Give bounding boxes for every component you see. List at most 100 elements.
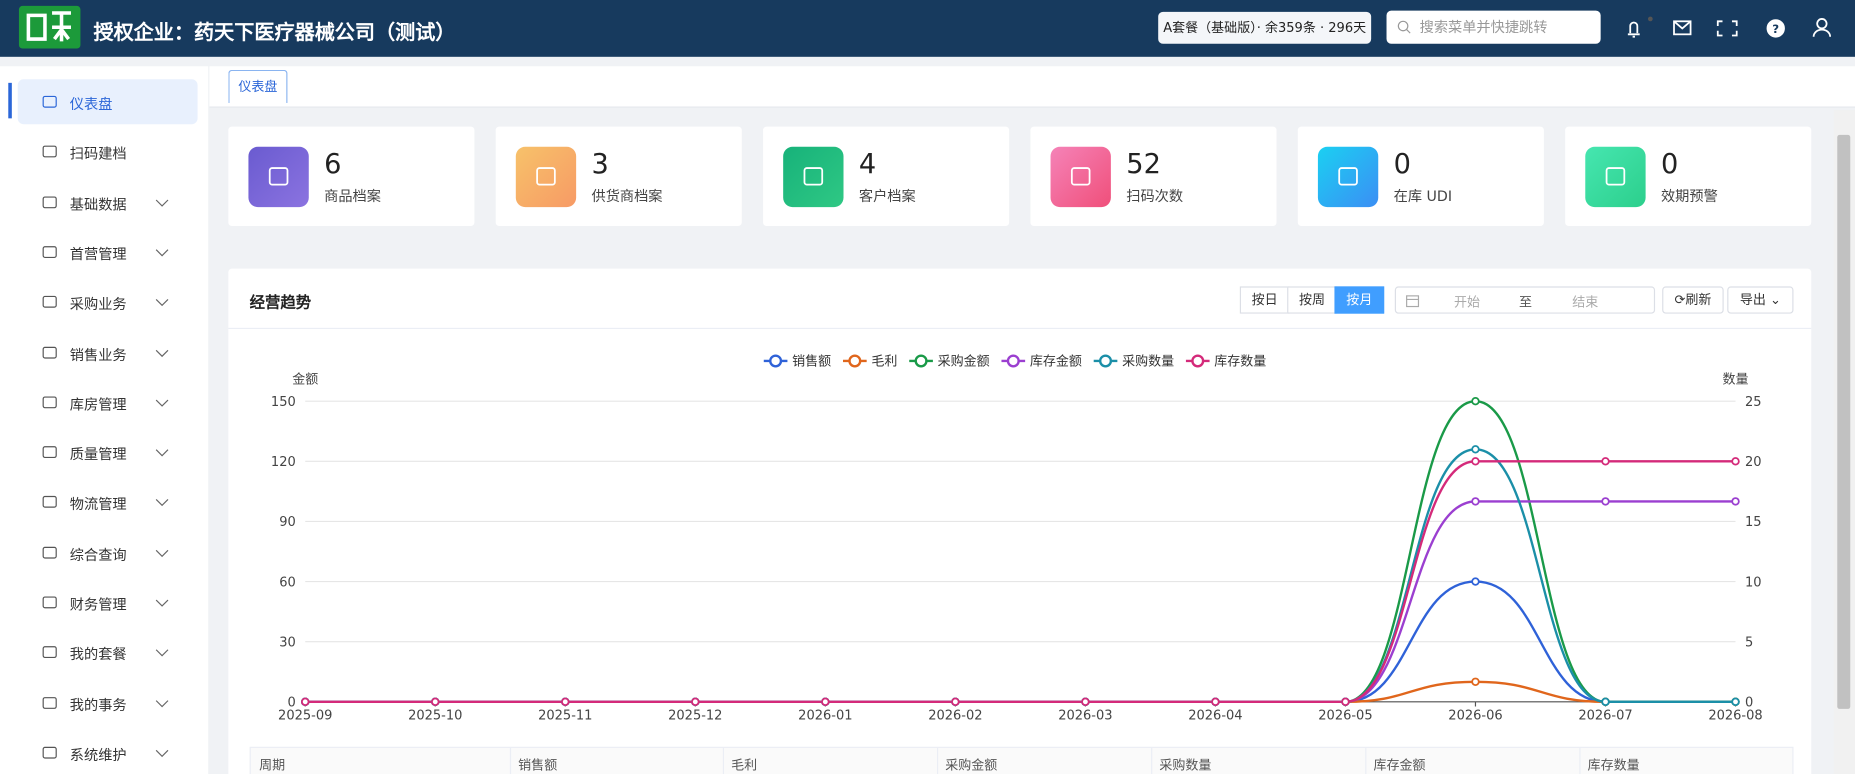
column-header: 销售额 — [518, 757, 558, 773]
menu-item[interactable]: 系统维护 — [18, 730, 198, 774]
glyph-shape — [1070, 167, 1091, 186]
bell-icon[interactable] — [1627, 21, 1640, 38]
menu-item[interactable]: 质量管理 — [18, 430, 198, 475]
stat-card[interactable]: 6 商品档案 — [228, 126, 475, 227]
menu-label: 仪表盘 — [69, 95, 113, 113]
logo[interactable] — [18, 5, 81, 49]
column-header: 采购数量 — [1159, 757, 1212, 773]
menu-item[interactable]: 首营管理 — [18, 229, 198, 274]
stat-card[interactable]: 4 客户档案 — [763, 126, 1010, 227]
menu-icon — [42, 496, 57, 509]
legend-marker — [1006, 354, 1020, 368]
data-point — [951, 697, 960, 707]
stat-label: 扫码次数 — [1126, 188, 1184, 205]
calendar-icon — [1406, 295, 1420, 308]
menu-icon — [42, 95, 57, 108]
stat-label: 商品档案 — [324, 188, 381, 205]
fullscreen-icon[interactable] — [1716, 20, 1738, 37]
menu-item[interactable]: 库房管理 — [18, 380, 198, 425]
menu-chevron — [155, 749, 169, 757]
x-tick-label: 2025-10 — [408, 709, 462, 724]
column-divider — [1365, 747, 1367, 774]
legend-label: 库存数量 — [1214, 354, 1266, 370]
menu-icon — [42, 145, 57, 158]
menu-item[interactable]: 我的套餐 — [18, 630, 198, 675]
menu-chevron — [155, 299, 169, 307]
stat-icon-glyph — [1605, 167, 1626, 186]
period-button[interactable]: 按月 — [1334, 286, 1385, 314]
tab-bar — [209, 66, 1855, 108]
menu-label: 我的套餐 — [69, 646, 127, 664]
data-point — [1601, 457, 1610, 466]
refresh-button[interactable]: ⟳刷新 — [1662, 286, 1724, 314]
search-box[interactable]: 搜索菜单并快捷跳转 — [1386, 10, 1601, 44]
chevron-shape — [155, 599, 169, 607]
menu-item[interactable]: 我的事务 — [18, 680, 198, 725]
menu-item[interactable]: 扫码建档 — [18, 129, 198, 174]
glyph-shape — [268, 167, 289, 186]
menu-item[interactable]: 销售业务 — [18, 330, 198, 375]
header-title: 授权企业：药天下医疗器械公司（测试） — [93, 21, 456, 45]
stat-card[interactable]: 3 供货商档案 — [495, 126, 742, 227]
data-point — [1471, 577, 1480, 586]
stat-card[interactable]: 0 效期预警 — [1565, 126, 1812, 227]
date-range[interactable]: 开始 至 结束 — [1394, 286, 1656, 314]
export-button[interactable]: 导出 ⌄ — [1727, 286, 1794, 314]
menu-item[interactable]: 基础数据 — [18, 179, 198, 224]
menu-icon-shape — [42, 646, 57, 659]
logo-mark — [26, 11, 71, 42]
y2-tick-label: 25 — [1745, 395, 1762, 410]
menu-icon — [42, 546, 57, 559]
menu-chevron — [155, 249, 169, 257]
legend-label: 库存金额 — [1030, 354, 1082, 370]
stat-icon — [248, 146, 309, 208]
menu-item[interactable]: 物流管理 — [18, 480, 198, 525]
mail-icon[interactable] — [1673, 20, 1692, 36]
menu-label: 扫码建档 — [69, 145, 127, 163]
menu-icon — [42, 296, 57, 308]
stat-label: 在库 UDI — [1393, 188, 1453, 205]
menu-icon-shape — [42, 446, 57, 459]
data-point — [1731, 497, 1740, 506]
data-point — [1601, 497, 1610, 506]
data-point — [561, 697, 570, 707]
data-point — [1341, 697, 1350, 707]
column-header: 库存数量 — [1587, 757, 1640, 773]
legend-marker — [769, 354, 783, 368]
menu-icon — [42, 396, 57, 409]
tab[interactable]: 仪表盘 — [228, 69, 288, 103]
data-point — [1731, 697, 1740, 707]
legend-marker — [1099, 354, 1113, 368]
help-icon[interactable] — [1766, 19, 1785, 38]
menu-item[interactable]: 仪表盘 — [17, 79, 198, 125]
menu-icon-shape — [42, 696, 57, 709]
x-tick-label: 2026-04 — [1188, 709, 1242, 724]
scroll-thumb[interactable] — [1837, 134, 1851, 709]
period-button[interactable]: 按周 — [1287, 286, 1337, 314]
legend-label: 销售额 — [792, 354, 831, 370]
period-button[interactable]: 按日 — [1239, 286, 1290, 314]
chevron-shape — [155, 649, 169, 657]
menu-chevron — [155, 549, 169, 557]
menu-label: 销售业务 — [69, 346, 127, 363]
y2-tick-label: 10 — [1745, 575, 1762, 590]
stat-card[interactable]: 0 在库 UDI — [1297, 126, 1544, 227]
y-tick-label: 60 — [279, 575, 296, 590]
user-icon[interactable] — [1816, 18, 1828, 30]
scrollbar[interactable] — [1833, 110, 1855, 774]
glyph-shape — [1338, 167, 1358, 186]
menu-item[interactable]: 财务管理 — [18, 580, 198, 625]
chevron-shape — [155, 749, 169, 757]
glyph-shape — [803, 167, 824, 186]
y2-tick-label: 0 — [1745, 696, 1753, 711]
x-tick-label: 2026-07 — [1578, 709, 1632, 724]
column-divider — [936, 747, 939, 774]
active-indicator — [8, 82, 12, 119]
menu-item[interactable]: 采购业务 — [18, 280, 198, 325]
menu-icon-shape — [42, 496, 57, 509]
plan-badge[interactable]: A套餐（基础版）· 余359条 · 296天 — [1158, 11, 1372, 44]
stat-card[interactable]: 52 扫码次数 — [1030, 126, 1277, 227]
menu-item[interactable]: 综合查询 — [18, 530, 198, 575]
